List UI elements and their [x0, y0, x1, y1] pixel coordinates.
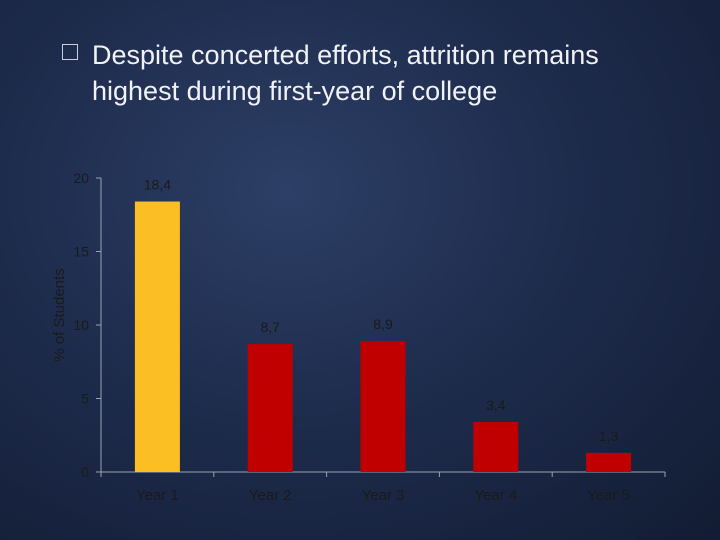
- y-tick-label: 20: [73, 170, 89, 186]
- slide-bullet-text: Despite concerted efforts, attrition rem…: [92, 40, 599, 106]
- y-tick-label: 5: [81, 391, 89, 407]
- x-category-label: Year 3: [362, 487, 405, 504]
- data-label: 8,9: [373, 316, 393, 332]
- data-label: 8,7: [260, 319, 280, 335]
- y-axis-label: % of Students: [51, 268, 68, 361]
- data-label: 18,4: [144, 177, 171, 193]
- x-category-label: Year 2: [249, 487, 292, 504]
- x-category-label: Year 1: [136, 487, 179, 504]
- bar: [586, 452, 632, 472]
- bar: [134, 201, 180, 472]
- y-tick-label: 15: [73, 244, 89, 260]
- x-category-label: Year 4: [474, 487, 517, 504]
- bar: [473, 422, 519, 472]
- bar: [247, 344, 293, 472]
- bar: [360, 341, 406, 472]
- data-label: 1,3: [599, 428, 619, 444]
- x-category-label: Year 5: [587, 487, 630, 504]
- data-label: 3,4: [486, 397, 506, 413]
- y-tick-label: 10: [73, 317, 89, 333]
- y-tick-label: 0: [81, 464, 89, 480]
- box-bullet-icon: [62, 44, 78, 60]
